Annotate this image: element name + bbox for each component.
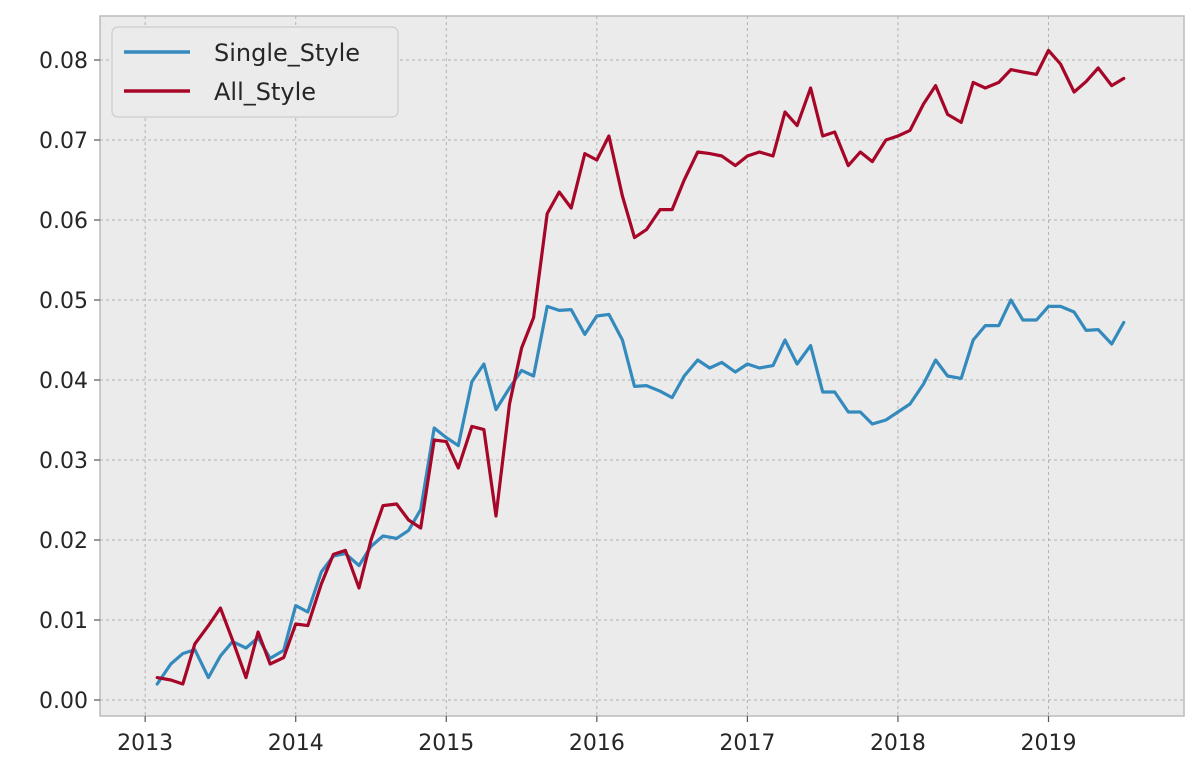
series-line-single-style [155, 298, 1126, 686]
y-tick-label: 0.07 [39, 129, 88, 154]
y-tick-label: 0.02 [39, 529, 88, 554]
x-tick-label: 2013 [117, 731, 173, 756]
x-tick-label: 2016 [569, 731, 625, 756]
series-line-all-style [155, 48, 1126, 686]
legend-label-all-style: All_Style [214, 78, 316, 106]
y-tick-label: 0.08 [39, 49, 88, 74]
x-tick-label: 2017 [719, 731, 775, 756]
series-lines [155, 48, 1126, 686]
x-tick-label: 2018 [870, 731, 926, 756]
x-axis-ticks: 2013 2014 2015 2016 2017 2018 2019 [117, 716, 1077, 756]
legend-label-single-style: Single_Style [214, 39, 360, 67]
y-tick-label: 0.05 [39, 289, 88, 314]
x-tick-label: 2019 [1021, 731, 1077, 756]
y-tick-label: 0.01 [39, 609, 88, 634]
y-axis-ticks: 0.00 0.01 0.02 0.03 0.04 0.05 0.06 0.07 0.08 [39, 49, 100, 714]
x-tick-label: 2014 [268, 731, 324, 756]
y-tick-label: 0.06 [39, 209, 88, 234]
y-tick-label: 0.00 [39, 689, 88, 714]
y-tick-label: 0.04 [39, 369, 88, 394]
legend: Single_Style All_Style [111, 26, 399, 118]
x-tick-label: 2015 [418, 731, 474, 756]
legend-box [111, 26, 399, 118]
plot-area [99, 15, 1185, 717]
y-tick-label: 0.03 [39, 449, 88, 474]
